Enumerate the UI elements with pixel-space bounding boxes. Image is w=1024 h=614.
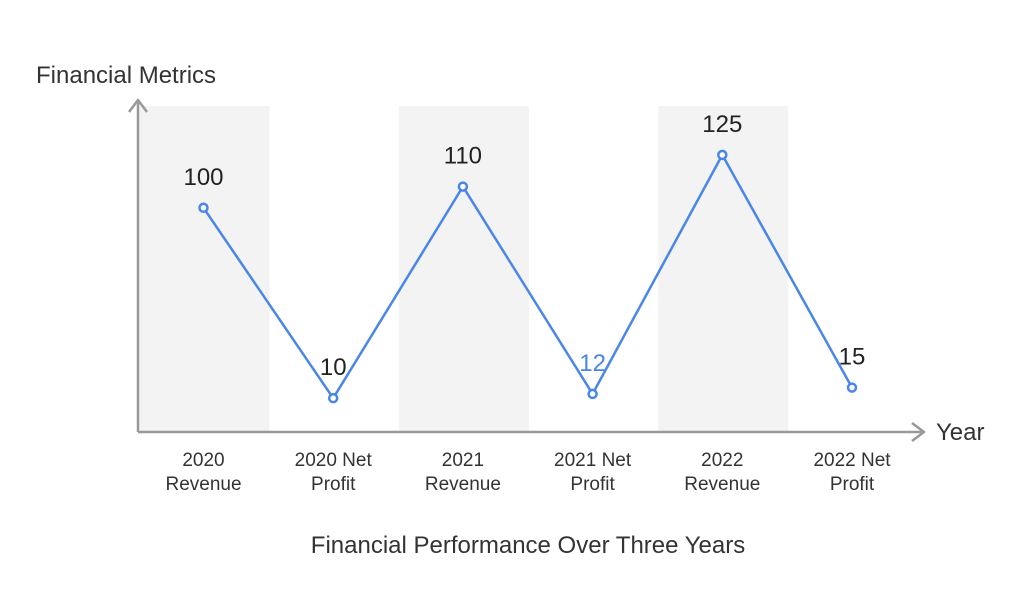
axes bbox=[128, 98, 926, 442]
data-label: 100 bbox=[183, 164, 223, 191]
x-axis-arrow-icon bbox=[911, 422, 926, 442]
data-point bbox=[327, 392, 339, 404]
data-label: 10 bbox=[320, 354, 347, 381]
data-point bbox=[587, 388, 598, 400]
data-point bbox=[846, 382, 858, 393]
y-axis-title: Financial Metrics bbox=[36, 62, 216, 89]
data-point bbox=[198, 202, 209, 214]
x-tick-label: 2022 Net Profit bbox=[813, 450, 891, 495]
x-axis-title: Year bbox=[936, 419, 985, 446]
y-axis-arrow-icon bbox=[128, 98, 148, 113]
data-labels: 100 10 110 12 125 15 bbox=[183, 111, 865, 381]
category-bands bbox=[139, 106, 789, 432]
x-tick-label: 2022 Revenue bbox=[684, 450, 760, 495]
data-label: 15 bbox=[839, 344, 866, 371]
x-tick-label: 2020 Net Profit bbox=[295, 450, 373, 495]
x-tick-labels: 2020 Revenue 2020 Net Profit 2021 Revenue 2021… bbox=[165, 450, 891, 495]
category-band bbox=[658, 106, 789, 432]
x-tick-label: 2021 Net Profit bbox=[554, 450, 632, 495]
data-label: 110 bbox=[444, 143, 482, 170]
category-band bbox=[139, 106, 270, 432]
data-label: 12 bbox=[579, 350, 606, 377]
series-line bbox=[202, 153, 854, 400]
data-points bbox=[198, 149, 858, 404]
data-label: 125 bbox=[702, 111, 742, 138]
data-point bbox=[717, 149, 728, 161]
x-tick-label: 2020 Revenue bbox=[165, 450, 241, 495]
category-band bbox=[398, 106, 529, 432]
chart-title: Financial Performance Over Three Years bbox=[311, 532, 745, 559]
x-tick-label: 2021 Revenue bbox=[425, 450, 501, 495]
data-point bbox=[457, 181, 469, 192]
